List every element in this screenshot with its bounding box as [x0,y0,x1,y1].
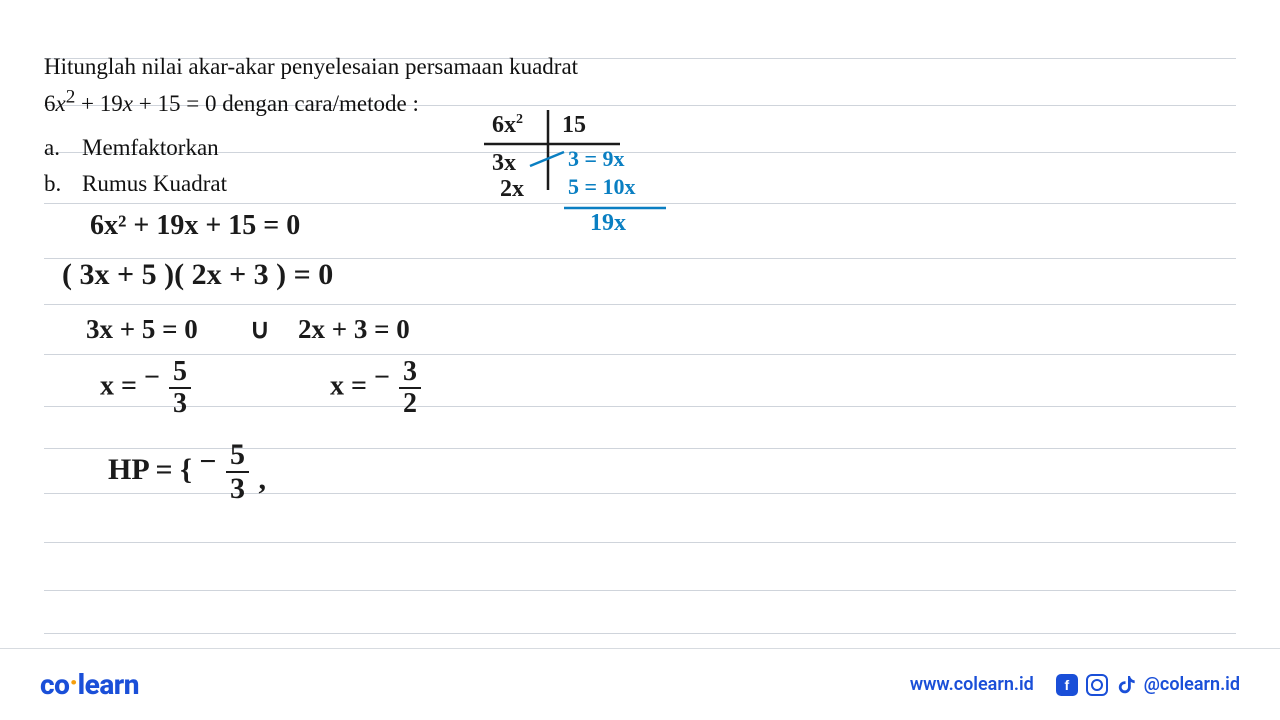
aside-6x2: 6x2 [492,112,523,139]
work-union: ∪ [250,314,270,345]
aside-3x: 3x [492,150,516,177]
logo-co: co [40,668,69,701]
social-icons: f @colearn.id [1056,674,1240,696]
footer-right: www.colearn.id f @colearn.id [910,674,1240,696]
logo-dot: · [69,666,77,699]
aside-15: 15 [562,112,586,139]
footer-url: www.colearn.id [910,674,1034,695]
logo-learn: learn [78,668,139,701]
option-text: Rumus Kuadrat [82,166,227,202]
work-line2: ( 3x + 5 )( 2x + 3 ) = 0 [62,258,333,292]
logo: co·learn [40,668,139,701]
question-line1: Hitunglah nilai akar-akar penyelesaian p… [44,54,578,79]
aside-3eq9x: 3 = 9x [568,146,625,172]
work-line3b: 2x + 3 = 0 [298,314,410,345]
question-equation: 6x2 + 19x + 15 = 0 dengan cara/metode : [44,91,419,116]
work-hp: HP = { − 53 , [108,440,266,504]
social-handle: @colearn.id [1144,674,1240,695]
option-label: b. [44,166,66,202]
work-line3a: 3x + 5 = 0 [86,314,198,345]
factoring-aside: 6x2 15 3x 2x 3 = 9x 5 = 10x 19x [470,110,690,230]
aside-19x: 19x [590,210,626,237]
work-x1: x = − 53 [100,358,191,418]
tiktok-icon [1116,674,1136,696]
work-x2: x = − 32 [330,358,421,418]
aside-2x: 2x [500,176,524,203]
footer: co·learn www.colearn.id f @colearn.id [0,648,1280,720]
option-label: a. [44,130,66,166]
instagram-icon [1086,674,1108,696]
aside-5eq10x: 5 = 10x [568,174,636,200]
facebook-icon: f [1056,674,1078,696]
work-line1: 6x² + 19x + 15 = 0 [90,210,300,242]
option-text: Memfaktorkan [82,130,219,166]
